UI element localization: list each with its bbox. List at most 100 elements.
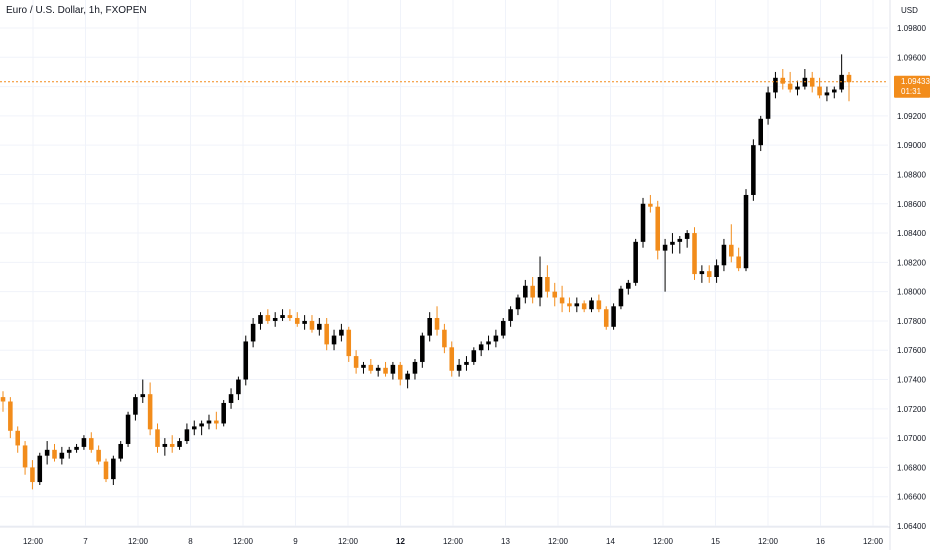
- price-tick-label: 1.09800: [897, 24, 926, 33]
- candle-body: [346, 329, 352, 357]
- candle-body: [640, 203, 646, 242]
- candle-body: [559, 297, 565, 304]
- candle-body: [736, 256, 741, 269]
- candle-body: [442, 329, 447, 348]
- candle-body: [162, 443, 168, 447]
- candle-body: [699, 271, 705, 275]
- price-tick-label: 1.09000: [897, 141, 926, 150]
- time-tick-label: 16: [816, 537, 825, 546]
- price-tick-label: 1.07800: [897, 317, 926, 326]
- candle-body: [405, 373, 410, 380]
- candle-body: [59, 452, 65, 459]
- candle-body: [846, 74, 852, 83]
- price-tick-label: 1.09200: [897, 112, 926, 121]
- candle-body: [199, 423, 204, 427]
- candle-body: [309, 320, 315, 330]
- candle-body: [706, 271, 712, 277]
- candle-body: [765, 92, 771, 119]
- candle-body: [508, 309, 513, 321]
- candle-body: [662, 244, 668, 251]
- candle-body: [111, 458, 116, 480]
- candle-body: [773, 77, 778, 93]
- candle-body: [684, 233, 690, 239]
- time-tick-label: 9: [293, 537, 298, 546]
- candle-body: [74, 446, 79, 450]
- candle-body: [655, 206, 661, 251]
- candle-body: [449, 347, 455, 371]
- candle-body: [361, 364, 366, 368]
- candle-body: [677, 238, 683, 242]
- candle-body: [552, 291, 558, 298]
- candle-body: [648, 203, 653, 207]
- time-tick-label: 12: [396, 537, 405, 546]
- candle-body: [427, 318, 432, 336]
- candle-body: [265, 315, 271, 321]
- candle-body: [729, 244, 734, 257]
- candle-body: [169, 443, 175, 447]
- candle-body: [530, 285, 535, 298]
- candle-body: [618, 288, 624, 307]
- candle-body: [486, 341, 491, 345]
- time-tick-label: 15: [711, 537, 720, 546]
- last-price-countdown: 01:31: [901, 87, 922, 96]
- last-price-badge: 1.09433 01:31: [894, 75, 930, 98]
- time-tick-label: 8: [188, 537, 193, 546]
- candles: [0, 54, 852, 490]
- candle-body: [147, 394, 153, 430]
- candle-body: [383, 367, 388, 374]
- candle-body: [0, 397, 6, 402]
- price-tick-label: 1.08000: [897, 288, 926, 297]
- candle-body: [375, 367, 381, 371]
- candle-body: [206, 420, 212, 424]
- time-axis[interactable]: 12:00 7 12:00 8 12:00 9 12:00 12 12:00 13 12:00 14 1…: [23, 537, 884, 546]
- last-price-value: 1.09433: [901, 77, 930, 86]
- time-tick-label: 12:00: [443, 537, 464, 546]
- price-tick-label: 1.08600: [897, 200, 926, 209]
- candle-body: [22, 445, 28, 468]
- time-tick-label: 14: [606, 537, 615, 546]
- candle-body: [567, 303, 572, 307]
- candle-body: [692, 233, 697, 275]
- candle-body: [258, 315, 263, 324]
- candle-body: [787, 83, 793, 90]
- candle-body: [37, 455, 43, 483]
- price-tick-label: 1.08800: [897, 170, 926, 179]
- candle-body: [758, 118, 764, 146]
- price-tick-label: 1.07400: [897, 376, 926, 385]
- candle-body: [302, 320, 307, 324]
- chart-title: Euro / U.S. Dollar, 1h, FXOPEN: [6, 5, 147, 16]
- time-tick-label: 12:00: [338, 537, 359, 546]
- candle-body: [515, 297, 521, 310]
- candle-body: [177, 441, 182, 447]
- candle-body: [88, 438, 94, 450]
- candle-body: [228, 394, 234, 403]
- candle-body: [832, 89, 837, 93]
- candle-body: [294, 318, 300, 324]
- price-axis[interactable]: 1.098001.096001.094001.092001.090001.088…: [897, 24, 926, 531]
- candle-body: [721, 244, 727, 266]
- candle-body: [280, 315, 285, 319]
- price-tick-label: 1.08400: [897, 229, 926, 238]
- time-tick-label: 12:00: [548, 537, 569, 546]
- candle-body: [795, 86, 800, 90]
- candle-body: [493, 335, 499, 342]
- candle-body: [272, 318, 278, 321]
- time-tick-label: 7: [83, 537, 88, 546]
- candle-body: [96, 449, 101, 462]
- candle-body: [500, 320, 506, 336]
- candle-body: [339, 329, 344, 336]
- candle-body: [8, 401, 13, 431]
- candle-body: [545, 277, 550, 292]
- candle-body: [317, 323, 322, 330]
- candle-body: [155, 429, 160, 447]
- candle-body: [133, 397, 138, 415]
- candle-body: [397, 364, 403, 380]
- time-tick-label: 12:00: [863, 537, 884, 546]
- candle-body: [603, 309, 609, 327]
- price-tick-label: 1.07600: [897, 346, 926, 355]
- candle-body: [537, 277, 543, 298]
- candle-body: [324, 323, 329, 345]
- candle-body: [125, 414, 131, 444]
